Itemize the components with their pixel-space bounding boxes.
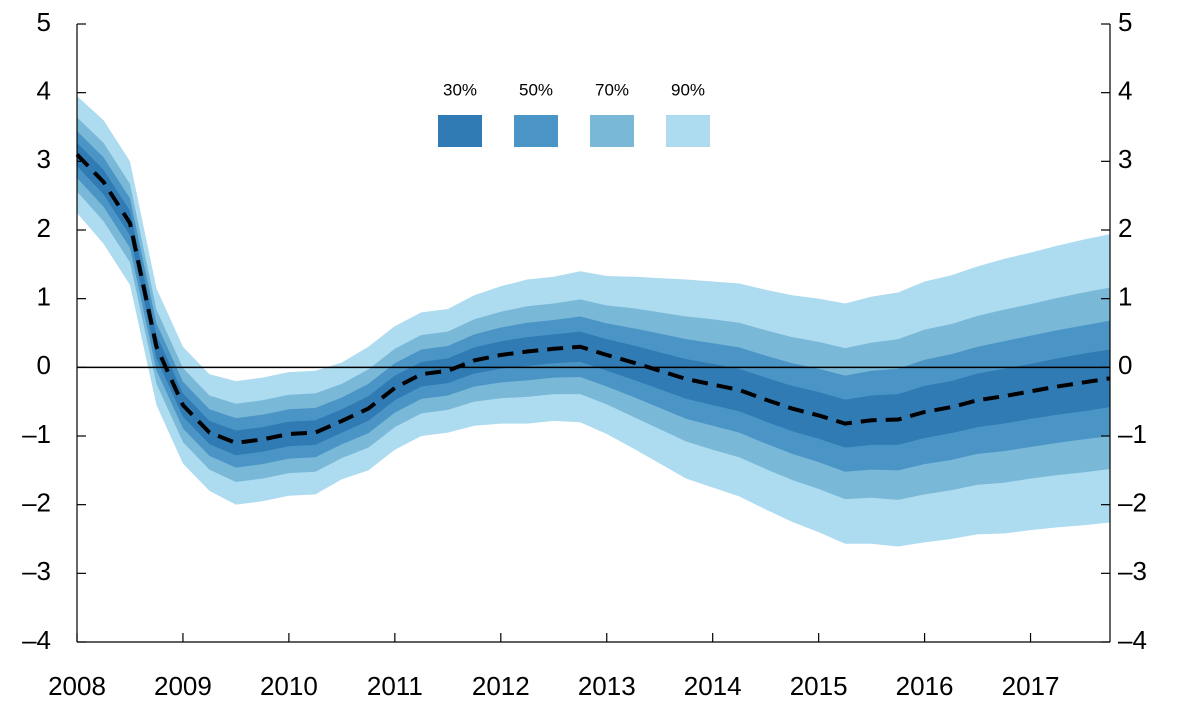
x-tick-label: 2008 <box>48 671 106 701</box>
y2-tick-label: 5 <box>1118 7 1132 37</box>
x-tick-label: 2011 <box>367 671 423 701</box>
y2-tick-label: 2 <box>1118 213 1132 243</box>
y2-tick-label: –1 <box>1118 419 1147 449</box>
y2-tick-label: –3 <box>1118 556 1147 586</box>
legend-label: 90% <box>671 80 705 99</box>
y2-tick-label: 3 <box>1118 144 1132 174</box>
y-tick-label: 0 <box>37 350 51 380</box>
x-tick-label: 2012 <box>472 671 530 701</box>
y2-tick-label: –4 <box>1118 625 1147 655</box>
y2-tick-label: –2 <box>1118 488 1147 518</box>
legend-swatch <box>666 115 710 147</box>
x-tick-label: 2016 <box>896 671 954 701</box>
legend-swatch <box>438 115 482 147</box>
y-tick-label: 1 <box>37 282 51 312</box>
y-tick-label: –1 <box>22 419 51 449</box>
y2-tick-label: 1 <box>1118 282 1132 312</box>
y2-tick-label: 0 <box>1118 350 1132 380</box>
legend-swatch <box>514 115 558 147</box>
fan-band <box>77 131 1110 472</box>
y-tick-label: –4 <box>22 625 51 655</box>
legend-label: 30% <box>443 80 477 99</box>
x-tick-label: 2009 <box>154 671 212 701</box>
y-tick-label: –3 <box>22 556 51 586</box>
y-tick-label: 4 <box>37 76 51 106</box>
x-tick-label: 2013 <box>578 671 636 701</box>
x-tick-label: 2017 <box>1002 671 1060 701</box>
central-line <box>75 153 1111 445</box>
x-tick-label: 2014 <box>684 671 742 701</box>
y-tick-label: –2 <box>22 488 51 518</box>
y-tick-label: 5 <box>37 7 51 37</box>
y-tick-label: 2 <box>37 213 51 243</box>
y-tick-label: 3 <box>37 144 51 174</box>
legend-label: 70% <box>595 80 629 99</box>
legend-label: 50% <box>519 80 553 99</box>
legend-swatch <box>590 115 634 147</box>
x-tick-label: 2010 <box>260 671 318 701</box>
x-tick-label: 2015 <box>790 671 848 701</box>
y2-tick-label: 4 <box>1118 76 1132 106</box>
